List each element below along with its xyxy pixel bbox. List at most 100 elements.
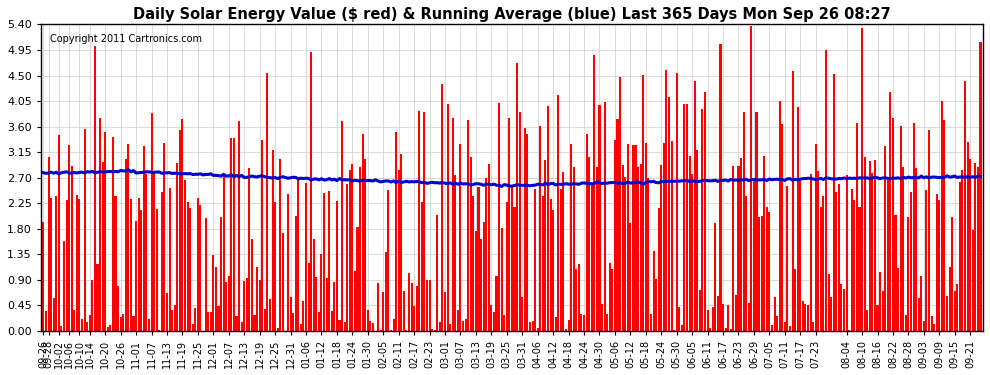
Bar	[532, 321, 534, 331]
Bar	[86, 322, 88, 331]
Bar	[892, 118, 894, 331]
Bar	[766, 207, 768, 331]
Bar	[292, 313, 294, 331]
Bar	[704, 92, 706, 331]
Bar	[802, 301, 804, 331]
Bar	[395, 132, 397, 331]
Bar	[841, 284, 842, 331]
Bar	[799, 181, 801, 331]
Bar	[655, 279, 657, 331]
Bar	[346, 184, 348, 331]
Text: Copyright 2011 Cartronics.com: Copyright 2011 Cartronics.com	[50, 34, 202, 44]
Bar	[745, 196, 747, 331]
Bar	[773, 297, 775, 331]
Bar	[223, 174, 225, 331]
Bar	[959, 182, 961, 331]
Bar	[236, 316, 238, 331]
Bar	[707, 310, 709, 331]
Bar	[542, 196, 544, 331]
Bar	[501, 228, 503, 331]
Bar	[150, 112, 152, 331]
Bar	[730, 328, 732, 331]
Bar	[921, 276, 923, 331]
Bar	[966, 142, 968, 331]
Bar	[431, 328, 434, 331]
Bar	[508, 118, 511, 331]
Bar	[385, 252, 387, 331]
Bar	[366, 310, 369, 331]
Bar	[789, 326, 791, 331]
Bar	[869, 161, 871, 331]
Bar	[212, 255, 215, 331]
Bar	[122, 314, 125, 331]
Bar	[570, 144, 572, 331]
Bar	[979, 42, 981, 331]
Bar	[76, 195, 78, 331]
Bar	[781, 123, 783, 331]
Bar	[951, 217, 953, 331]
Bar	[956, 284, 958, 331]
Bar	[192, 324, 194, 331]
Bar	[820, 207, 822, 331]
Bar	[630, 223, 632, 331]
Bar	[138, 198, 140, 331]
Bar	[477, 187, 479, 331]
Bar	[282, 233, 284, 331]
Bar	[472, 196, 474, 331]
Bar	[715, 223, 717, 331]
Bar	[676, 73, 678, 331]
Bar	[83, 129, 86, 331]
Bar	[797, 107, 799, 331]
Bar	[934, 324, 936, 331]
Bar	[323, 193, 325, 331]
Bar	[678, 307, 680, 331]
Bar	[189, 208, 191, 331]
Bar	[815, 144, 817, 331]
Bar	[231, 138, 233, 331]
Bar	[928, 130, 930, 331]
Bar	[969, 159, 971, 331]
Bar	[70, 166, 73, 331]
Bar	[657, 207, 659, 331]
Bar	[643, 75, 644, 331]
Bar	[359, 167, 361, 331]
Bar	[771, 325, 773, 331]
Bar	[913, 123, 915, 331]
Bar	[637, 167, 640, 331]
Bar	[611, 269, 614, 331]
Bar	[606, 314, 608, 331]
Bar	[516, 63, 518, 331]
Bar	[614, 140, 616, 331]
Bar	[953, 291, 955, 331]
Bar	[65, 201, 67, 331]
Bar	[353, 272, 356, 331]
Bar	[120, 317, 122, 331]
Bar	[519, 111, 521, 331]
Bar	[451, 118, 453, 331]
Bar	[831, 297, 833, 331]
Bar	[972, 230, 974, 331]
Bar	[485, 178, 487, 331]
Bar	[544, 160, 546, 331]
Bar	[205, 218, 207, 331]
Bar	[207, 312, 209, 331]
Bar	[52, 298, 54, 331]
Bar	[565, 328, 567, 331]
Bar	[379, 330, 382, 331]
Bar	[694, 81, 696, 331]
Bar	[591, 185, 593, 331]
Bar	[250, 239, 253, 331]
Bar	[818, 171, 820, 331]
Bar	[735, 295, 737, 331]
Bar	[276, 328, 279, 331]
Bar	[861, 28, 863, 331]
Bar	[733, 165, 735, 331]
Bar	[326, 278, 328, 331]
Bar	[702, 109, 704, 331]
Bar	[377, 284, 379, 331]
Bar	[104, 132, 106, 331]
Bar	[948, 267, 950, 331]
Bar	[181, 119, 183, 331]
Bar	[632, 145, 634, 331]
Bar	[747, 303, 749, 331]
